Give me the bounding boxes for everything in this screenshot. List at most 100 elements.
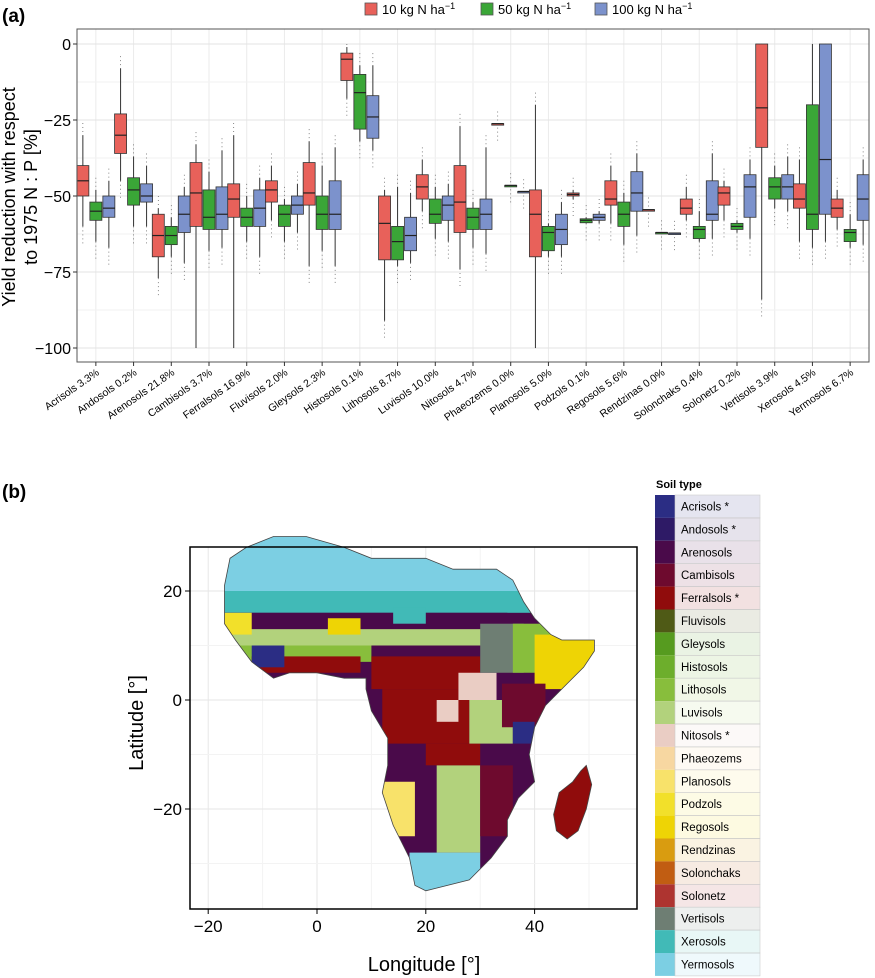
soil-legend-label: Regosols (681, 822, 729, 834)
legend-swatch-100kg (594, 2, 608, 16)
map-y-tick-label: 20 (163, 582, 182, 601)
box-body (404, 216, 417, 252)
soil-region (224, 629, 508, 646)
soil-type-legend: Acrisols * Andosols * Arenosols Cambisols Fe… (655, 494, 761, 977)
box-body (679, 198, 693, 215)
soil-region (393, 607, 426, 624)
soil-legend-swatch (655, 884, 675, 908)
map-x-tick-label: 40 (525, 917, 544, 936)
panel-a-tag: (a) (2, 6, 25, 27)
box-body (227, 183, 241, 218)
box-body (202, 189, 216, 230)
soil-legend-swatch (655, 540, 675, 564)
box-body (278, 204, 291, 227)
soil-legend-swatch (655, 792, 675, 816)
box-body (114, 113, 127, 154)
x-tick-label: Yermosols 6.7% (787, 367, 856, 420)
soil-legend-swatch (655, 563, 675, 587)
box-body (743, 174, 757, 218)
soil-legend-swatch (655, 609, 675, 633)
soil-map-area: −20 0 20 40 20 0 −20 (153, 536, 638, 936)
soil-legend-cell (674, 952, 761, 977)
box-body (529, 189, 542, 258)
soil-legend-label: Rendzinas (681, 845, 736, 857)
soil-legend-label: Cambisols (681, 570, 735, 582)
soil-region (512, 721, 535, 744)
soil-region (327, 618, 361, 635)
soil-legend-label: Histosols (681, 662, 728, 674)
soil-legend-label: Andosols * (681, 524, 737, 536)
soil-legend-swatch (655, 655, 675, 679)
africa-outline (224, 536, 595, 892)
soil-legend-title: Soil type (656, 479, 702, 491)
box-body (127, 177, 140, 206)
box-body (353, 74, 367, 130)
box-body (189, 162, 203, 227)
map-y-tick-label: −20 (153, 800, 182, 819)
soil-region (224, 612, 508, 630)
y-tick-label: 0 (62, 37, 71, 54)
box-body (856, 174, 870, 221)
soil-legend-label: Ferralsols * (681, 593, 740, 605)
panel-b-tag: (b) (2, 482, 26, 503)
box-body (806, 104, 819, 230)
box-body (265, 180, 278, 203)
box-body (542, 225, 555, 252)
soil-legend-swatch (655, 701, 675, 724)
y-tick-label: −25 (44, 113, 71, 130)
soil-legend-label: Acrisols * (681, 502, 729, 514)
soil-legend-label: Phaeozems (681, 753, 742, 765)
soil-legend-label: Arenosols (681, 547, 732, 559)
box-body (768, 177, 782, 200)
box-body (328, 180, 342, 230)
box-body (215, 186, 229, 230)
soil-region (425, 743, 481, 766)
legend-label-50kg: 50 kg N ha−1 (498, 1, 571, 17)
box-body (315, 195, 329, 230)
legend-label-100kg: 100 kg N ha−1 (612, 1, 692, 17)
madagascar-outline (553, 764, 593, 840)
box-body (692, 225, 706, 239)
soil-legend-swatch (655, 586, 675, 610)
soil-legend-label: Lithosols (681, 685, 727, 697)
map-x-tick-label: 0 (312, 917, 321, 936)
box-body (466, 207, 480, 230)
map-x-tick-label: 20 (416, 917, 435, 936)
soil-legend-swatch (655, 769, 675, 793)
soil-legend-label: Vertisols (681, 914, 725, 926)
box-body (755, 43, 769, 148)
y-tick-label: −75 (44, 265, 71, 282)
box-body (378, 195, 391, 261)
soil-region (436, 765, 481, 853)
soil-region (224, 591, 535, 613)
map-xlabel: Longitude [°] (368, 954, 481, 976)
soil-legend-swatch (655, 907, 675, 931)
soil-legend-swatch (655, 953, 675, 976)
soil-region (458, 672, 497, 700)
box-body (630, 171, 644, 212)
panel-a-legend: 10 kg N ha−1 50 kg N ha−1 100 kg N ha−1 (364, 1, 692, 17)
soil-legend-label: Gleysols (681, 639, 725, 651)
soil-legend-label: Xerosols (681, 937, 726, 949)
y-tick-label: −50 (44, 189, 71, 206)
soil-legend-label: Fluvisols (681, 616, 726, 628)
box-body (717, 186, 731, 206)
box-body (604, 180, 618, 206)
soil-legend-label: Podzols (681, 799, 722, 811)
legend-swatch-10kg (364, 2, 378, 16)
panel-a-ylabel-line1: Yield reduction with respect (0, 87, 19, 306)
x-tick-label: Arenosols 21.8% (105, 367, 177, 422)
box-body (340, 52, 354, 81)
panel-a-ylabel-line2: to 1975 N : P [%] (21, 129, 41, 265)
box-body (441, 195, 455, 221)
soil-legend-label: Solonetz (681, 891, 726, 903)
soil-legend-label: Planosols (681, 776, 731, 788)
legend-swatch-50kg (480, 2, 494, 16)
map-x-tick-label: −20 (194, 917, 223, 936)
soil-legend-swatch (655, 495, 675, 518)
soil-legend-label: Luvisols (681, 708, 723, 720)
y-tick-label: −100 (35, 341, 71, 358)
soil-legend-swatch (655, 838, 675, 862)
